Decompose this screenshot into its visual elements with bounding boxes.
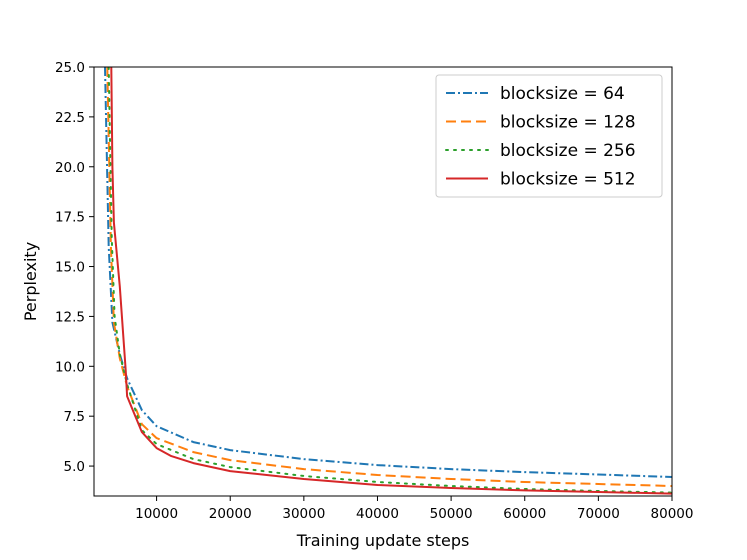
- x-tick-label: 10000: [135, 506, 178, 522]
- series-line-1: [104, 67, 672, 478]
- y-tick-label: 15.0: [55, 260, 85, 276]
- x-tick-label: 80000: [651, 506, 694, 522]
- y-axis-ticks: 5.0 7.5 10.0 12.5 15.0 17.5 20.0 22.5 25.0: [55, 60, 94, 475]
- legend-label: blocksize = 256: [500, 141, 636, 161]
- x-axis-label: Training update steps: [296, 531, 470, 550]
- series-line-4: [110, 67, 672, 495]
- y-tick-label: 12.5: [55, 309, 85, 325]
- x-tick-label: 40000: [356, 506, 399, 522]
- y-tick-label: 5.0: [64, 459, 85, 475]
- legend-label: blocksize = 512: [500, 170, 636, 190]
- legend-box: [435, 74, 663, 198]
- y-tick-label: 20.0: [55, 160, 85, 176]
- x-tick-label: 70000: [577, 506, 620, 522]
- x-tick-label: 50000: [430, 506, 473, 522]
- y-tick-label: 22.5: [55, 110, 85, 126]
- y-tick-label: 10.0: [55, 359, 85, 375]
- y-tick-label: 25.0: [55, 60, 85, 76]
- y-tick-label: 7.5: [64, 409, 85, 425]
- series-line-2: [106, 67, 672, 487]
- x-tick-label: 20000: [209, 506, 252, 522]
- legend-label: blocksize = 64: [500, 84, 625, 104]
- x-tick-label: 30000: [282, 506, 325, 522]
- y-axis-label: Perplexity: [21, 242, 40, 321]
- series-line-3: [107, 67, 672, 494]
- x-tick-label: 60000: [503, 506, 546, 522]
- x-axis-ticks: 10000 20000 30000 40000 50000 60000 70000 80000: [135, 496, 693, 522]
- legend-label: blocksize = 128: [500, 113, 636, 133]
- y-tick-label: 17.5: [55, 210, 85, 226]
- plot-frame: [93, 66, 673, 497]
- series-layer: [104, 67, 672, 495]
- legend: blocksize = 64 blocksize = 128 blocksize =…: [435, 74, 663, 198]
